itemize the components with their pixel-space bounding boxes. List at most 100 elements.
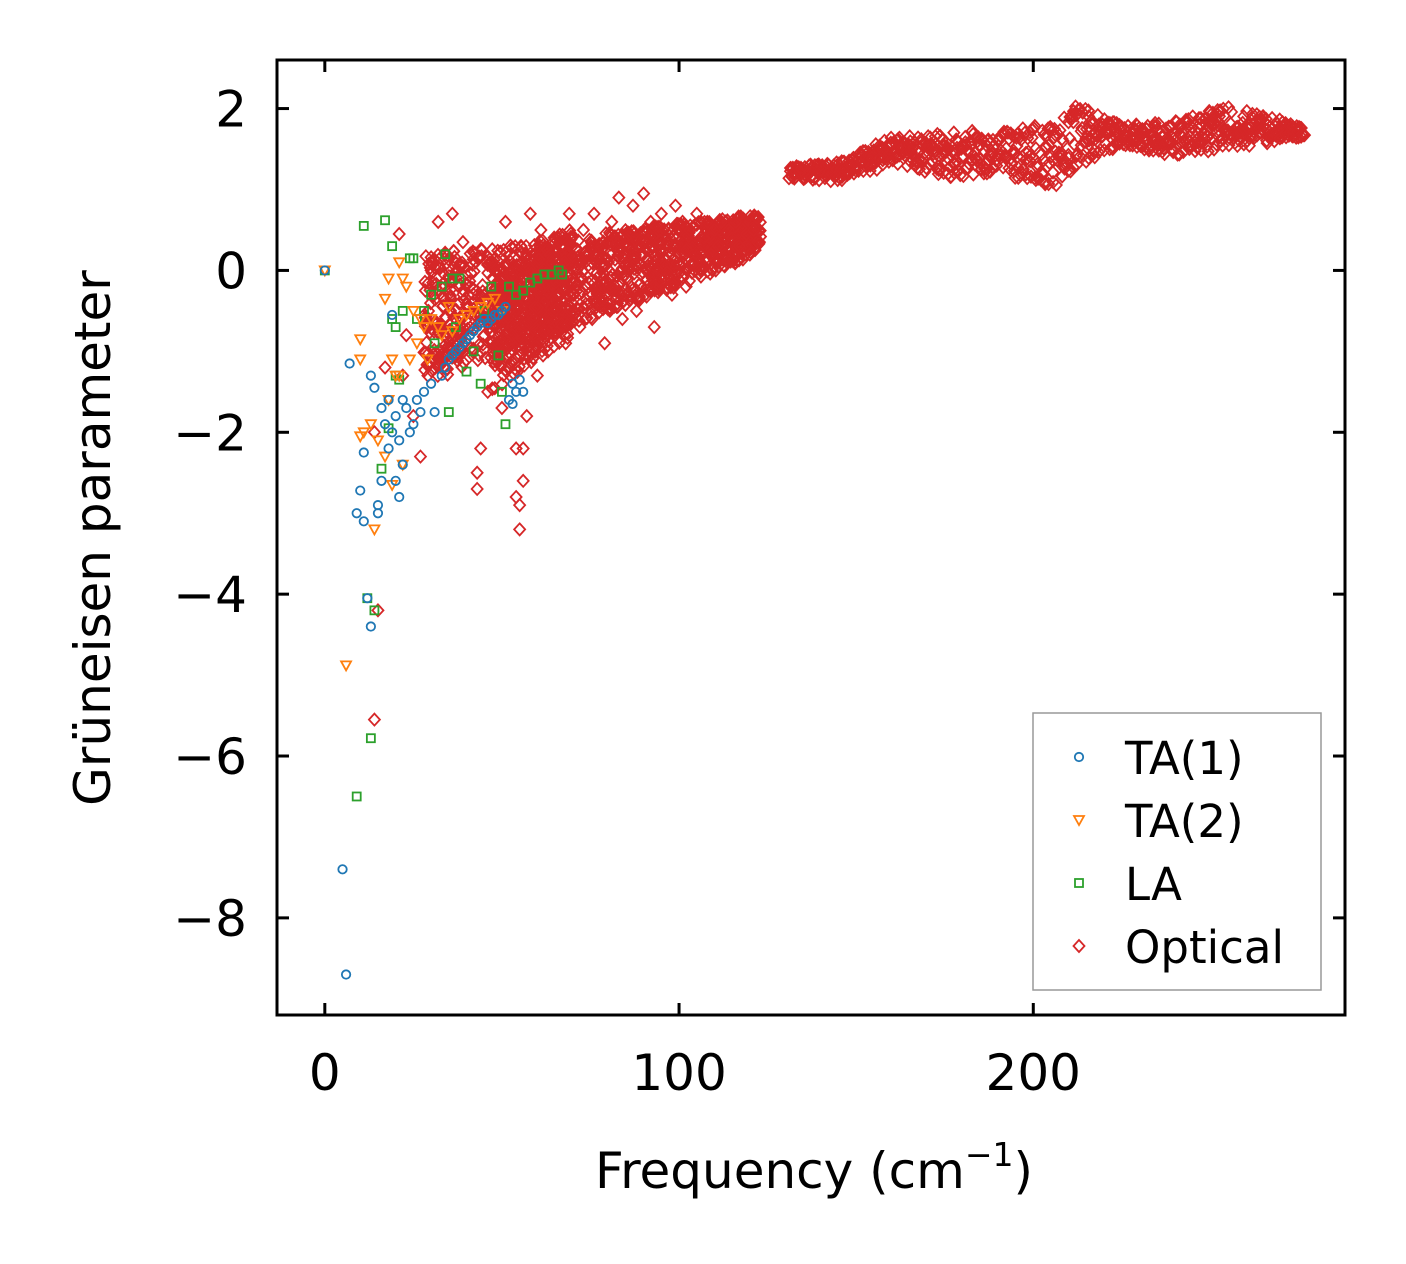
data-point <box>383 443 394 454</box>
optical-point <box>711 259 726 275</box>
data-point <box>408 419 419 430</box>
y-tick-label: −6 <box>173 728 247 786</box>
optical-point <box>631 291 646 306</box>
data-point <box>488 287 502 303</box>
optical-point <box>496 242 511 258</box>
optical-point <box>662 244 676 260</box>
optical-point <box>618 245 632 261</box>
optical-point <box>589 267 603 282</box>
optical-point <box>478 350 492 366</box>
optical-point <box>589 296 603 312</box>
data-point <box>344 358 355 369</box>
optical-point <box>1038 138 1053 154</box>
optical-point <box>553 287 568 303</box>
optical-point <box>979 162 994 177</box>
optical-point <box>421 346 436 361</box>
optical-point <box>690 217 704 233</box>
data-point <box>512 497 527 513</box>
data-point <box>488 293 502 306</box>
data-point <box>392 370 406 383</box>
data-point <box>429 406 440 418</box>
optical-point <box>1291 130 1306 145</box>
data-point <box>481 297 495 310</box>
optical-point <box>562 302 576 318</box>
optical-point <box>1216 101 1230 117</box>
optical-point <box>500 279 515 295</box>
data-point <box>392 226 406 242</box>
data-point <box>385 354 399 367</box>
optical-point <box>466 280 480 296</box>
optical-point <box>540 242 554 258</box>
legend-item: LA <box>1074 858 1182 911</box>
data-point <box>601 254 615 270</box>
data-point <box>605 214 619 230</box>
optical-point <box>936 165 951 181</box>
optical-point <box>440 324 454 339</box>
x-axis-label-superscript: −1 <box>965 1135 1014 1174</box>
data-point <box>537 279 552 294</box>
optical-point <box>522 315 537 331</box>
data-point <box>435 330 449 343</box>
optical-point <box>1063 164 1078 179</box>
optical-point <box>693 245 707 260</box>
data-point <box>544 254 559 270</box>
data-point <box>426 289 436 300</box>
legend-marker <box>1072 815 1086 827</box>
optical-point <box>1043 119 1057 135</box>
data-point <box>507 398 518 410</box>
optical-point <box>1025 130 1039 145</box>
optical-point <box>1073 148 1087 164</box>
optical-point <box>618 297 633 313</box>
data-point <box>516 441 530 456</box>
data-point <box>436 370 447 381</box>
y-tick-label: −4 <box>173 566 247 624</box>
data-point <box>424 314 438 326</box>
optical-point <box>999 141 1013 156</box>
data-point <box>557 269 568 280</box>
data-point <box>415 406 426 418</box>
optical-point <box>1201 143 1215 159</box>
data-point <box>365 370 376 381</box>
optical-point <box>454 323 469 339</box>
optical-point <box>537 262 551 277</box>
data-point <box>583 295 598 311</box>
optical-point <box>855 154 869 170</box>
optical-point <box>585 255 600 271</box>
axis-ticks: 0 100 200 2 0 −2 −4 −6 −8 <box>173 60 1345 1102</box>
data-point <box>358 516 369 527</box>
data-point <box>534 222 548 238</box>
optical-point <box>495 376 509 392</box>
optical-point <box>533 238 547 254</box>
optical-point <box>652 233 667 248</box>
data-point <box>481 384 495 400</box>
optical-point <box>928 129 943 144</box>
optical-point <box>831 156 846 172</box>
data-point <box>353 334 367 347</box>
optical-point <box>650 262 665 278</box>
optical-point <box>558 301 573 317</box>
data-point <box>608 279 623 294</box>
data-point <box>351 508 362 519</box>
optical-point <box>475 242 489 258</box>
optical-point <box>438 310 453 326</box>
optical-point <box>453 258 468 274</box>
optical-point <box>542 324 556 339</box>
data-point <box>718 246 732 262</box>
y-tick-label: −2 <box>173 404 247 462</box>
data-point <box>392 257 406 270</box>
data-point <box>633 238 647 254</box>
optical-point <box>660 235 675 250</box>
optical-point <box>1066 160 1080 175</box>
optical-point <box>966 167 981 182</box>
data-point <box>390 322 401 332</box>
optical-point <box>614 287 629 303</box>
data-point <box>590 287 605 303</box>
optical-point <box>980 133 995 149</box>
optical-point <box>547 339 561 354</box>
data-point <box>523 206 537 222</box>
optical-point <box>670 255 684 271</box>
optical-point <box>1023 148 1037 164</box>
optical-point <box>1179 112 1193 128</box>
optical-point <box>660 264 674 280</box>
optical-point <box>451 262 466 278</box>
